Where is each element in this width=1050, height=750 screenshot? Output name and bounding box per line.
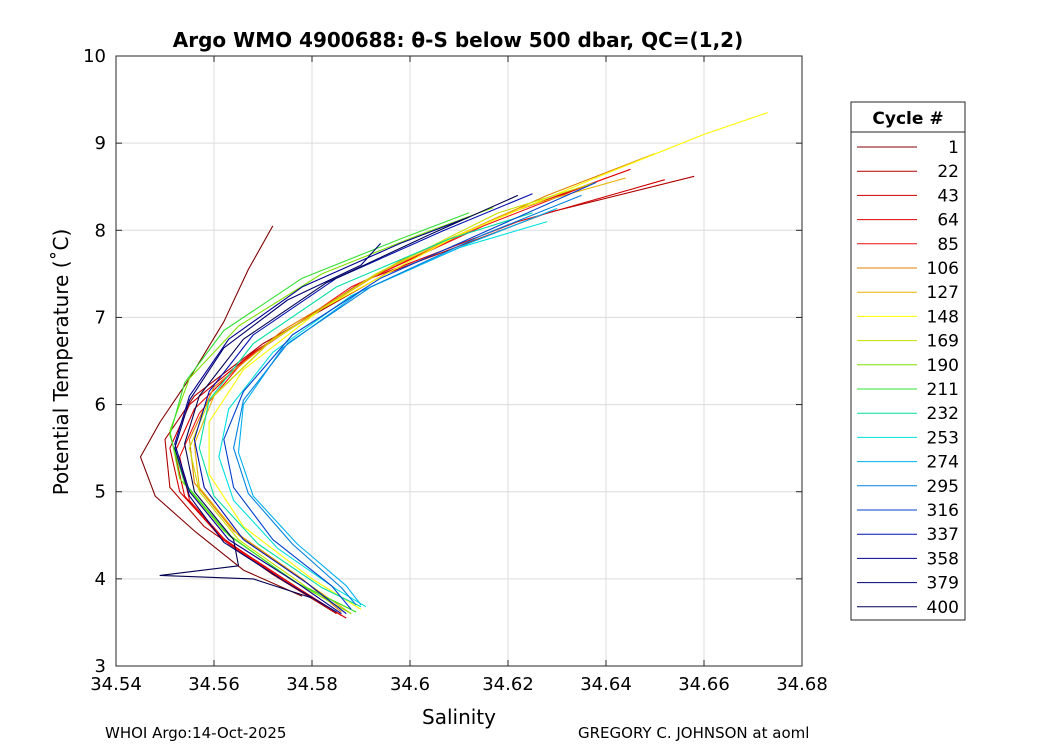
legend-label-cycle-400: 400 — [927, 598, 959, 618]
legend-label-cycle-85: 85 — [937, 235, 959, 255]
y-tick-label: 10 — [83, 46, 106, 67]
series-line-cycle-211 — [169, 212, 469, 613]
series-line-cycle-106 — [188, 153, 656, 613]
legend-label-cycle-295: 295 — [927, 477, 959, 497]
y-axis-label: Potential Temperature (˚C) — [49, 229, 73, 496]
legend-label-cycle-274: 274 — [927, 453, 959, 473]
series-line-cycle-253 — [218, 221, 548, 608]
grid-lines — [115, 55, 803, 667]
series-line-cycle-148 — [208, 112, 768, 610]
x-tick-label: 34.66 — [678, 674, 730, 695]
legend-label-cycle-106: 106 — [927, 259, 959, 279]
legend-label-cycle-148: 148 — [927, 307, 959, 327]
x-tick-label: 34.56 — [188, 674, 240, 695]
series-line-cycle-22 — [164, 175, 695, 615]
legend-label-cycle-253: 253 — [927, 428, 959, 448]
legend-label-cycle-316: 316 — [927, 501, 959, 521]
x-axis-label: Salinity — [422, 705, 496, 729]
legend-label-cycle-232: 232 — [927, 404, 959, 424]
legend-label-cycle-1: 1 — [948, 138, 959, 158]
y-tick-label: 8 — [95, 220, 106, 241]
x-tick-label: 34.64 — [580, 674, 632, 695]
legend: Cycle # 1 22 43 64 85 106 127 148 169 190 211 232 25… — [850, 101, 966, 621]
x-tick-label: 34.58 — [286, 674, 338, 695]
series-line-cycle-1 — [139, 225, 303, 597]
series-line-cycle-190 — [169, 207, 494, 615]
x-tick-label: 34.54 — [90, 674, 142, 695]
x-tick-label: 34.62 — [482, 674, 534, 695]
plot-frame — [115, 55, 803, 667]
legend-label-cycle-169: 169 — [927, 332, 959, 352]
legend-entries: 1 22 43 64 85 106 127 148 169 190 211 232 253 274 295 3… — [857, 138, 959, 618]
legend-label-cycle-337: 337 — [927, 525, 959, 545]
series-line-cycle-400 — [159, 194, 519, 599]
legend-label-cycle-127: 127 — [927, 283, 959, 303]
x-tick-label: 34.68 — [776, 674, 828, 695]
legend-label-cycle-64: 64 — [937, 211, 959, 231]
legend-label-cycle-379: 379 — [927, 574, 959, 594]
y-tick-label: 7 — [95, 307, 106, 328]
legend-label-cycle-43: 43 — [937, 186, 959, 206]
y-tick-label: 3 — [95, 656, 106, 677]
legend-label-cycle-358: 358 — [927, 549, 959, 569]
series-line-cycle-358 — [174, 216, 469, 615]
y-tick-label: 5 — [95, 482, 106, 503]
series-line-cycle-232 — [198, 212, 533, 608]
footer-author: GREGORY C. JOHNSON at aoml — [578, 724, 810, 742]
series-line-cycle-274 — [237, 207, 558, 606]
series-line-cycle-295 — [233, 194, 582, 606]
legend-label-cycle-22: 22 — [937, 162, 959, 182]
y-tick-label: 6 — [95, 395, 106, 416]
series-line-cycle-85 — [179, 177, 607, 610]
series-line-cycle-379 — [174, 243, 382, 613]
legend-label-cycle-190: 190 — [927, 356, 959, 376]
legend-title: Cycle # — [872, 109, 943, 129]
y-tick-label: 4 — [95, 569, 106, 590]
series-line-cycle-316 — [223, 181, 597, 610]
legend-label-cycle-211: 211 — [927, 380, 959, 400]
series-line-cycle-337 — [193, 193, 533, 615]
x-tick-label: 34.6 — [390, 674, 430, 695]
footer-source-date: WHOI Argo:14-Oct-2025 — [105, 724, 287, 742]
series-lines — [139, 112, 768, 619]
axis-ticks: 34.54 34.56 34.58 34.6 34.62 34.64 34.66 34.68 3… — [83, 46, 828, 695]
chart-title: Argo WMO 4900688: θ-S below 500 dbar, QC… — [173, 28, 743, 52]
legend-box — [850, 101, 966, 621]
y-tick-label: 9 — [95, 133, 106, 154]
